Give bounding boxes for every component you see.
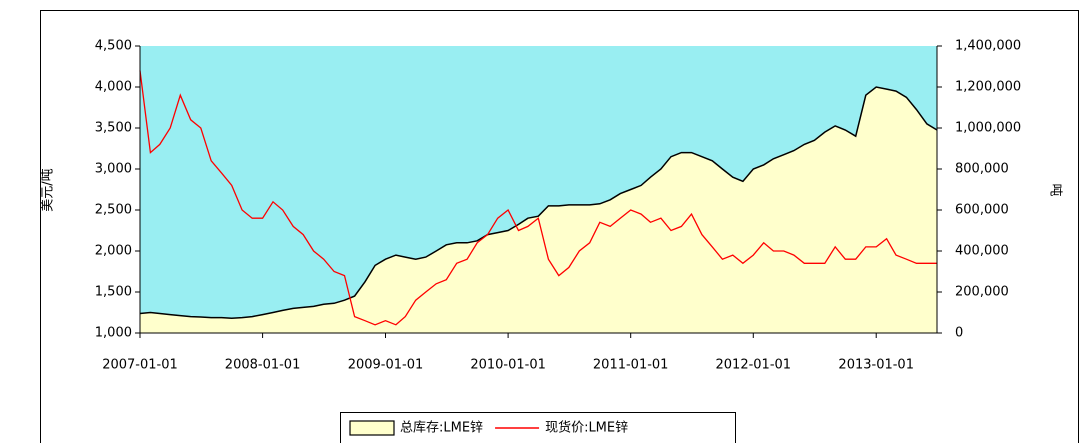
y-tick-label: 2,500 bbox=[95, 203, 132, 218]
y2-axis-label: 吨 bbox=[1048, 183, 1063, 196]
x-tick-label: 2012-01-01 bbox=[716, 358, 792, 373]
x-tick-label: 2013-01-01 bbox=[838, 358, 914, 373]
y-tick-label: 4,500 bbox=[95, 39, 132, 54]
y2-tick-label: 200,000 bbox=[955, 285, 1009, 300]
y-tick-label: 3,000 bbox=[95, 162, 132, 177]
legend-label: 总库存:LME锌 bbox=[400, 420, 483, 436]
y-axis-label: 美元/吨 bbox=[41, 168, 56, 211]
y-tick-label: 1,000 bbox=[95, 326, 132, 341]
y2-tick-label: 600,000 bbox=[955, 203, 1009, 218]
x-tick-label: 2007-01-01 bbox=[102, 358, 178, 373]
y2-tick-label: 400,000 bbox=[955, 244, 1009, 259]
area-fill bbox=[140, 87, 937, 333]
y2-tick-label: 1,200,000 bbox=[955, 80, 1021, 95]
price-line bbox=[139, 70, 937, 326]
legend-label: 现货价:LME锌 bbox=[545, 420, 628, 436]
y2-tick-label: 1,000,000 bbox=[955, 121, 1021, 136]
area-outline bbox=[139, 86, 938, 319]
y2-tick-label: 1,400,000 bbox=[955, 39, 1021, 54]
y-tick-label: 4,000 bbox=[95, 80, 132, 95]
y-tick-label: 2,000 bbox=[95, 244, 132, 259]
y-tick-label: 3,500 bbox=[95, 121, 132, 136]
x-tick-label: 2011-01-01 bbox=[593, 358, 669, 373]
y2-tick-label: 0 bbox=[955, 326, 963, 341]
x-tick-label: 2009-01-01 bbox=[348, 358, 424, 373]
x-tick-label: 2008-01-01 bbox=[225, 358, 301, 373]
legend-swatch bbox=[349, 420, 395, 436]
y2-tick-label: 800,000 bbox=[955, 162, 1009, 177]
y-tick-label: 1,500 bbox=[95, 285, 132, 300]
x-tick-label: 2010-01-01 bbox=[470, 358, 546, 373]
